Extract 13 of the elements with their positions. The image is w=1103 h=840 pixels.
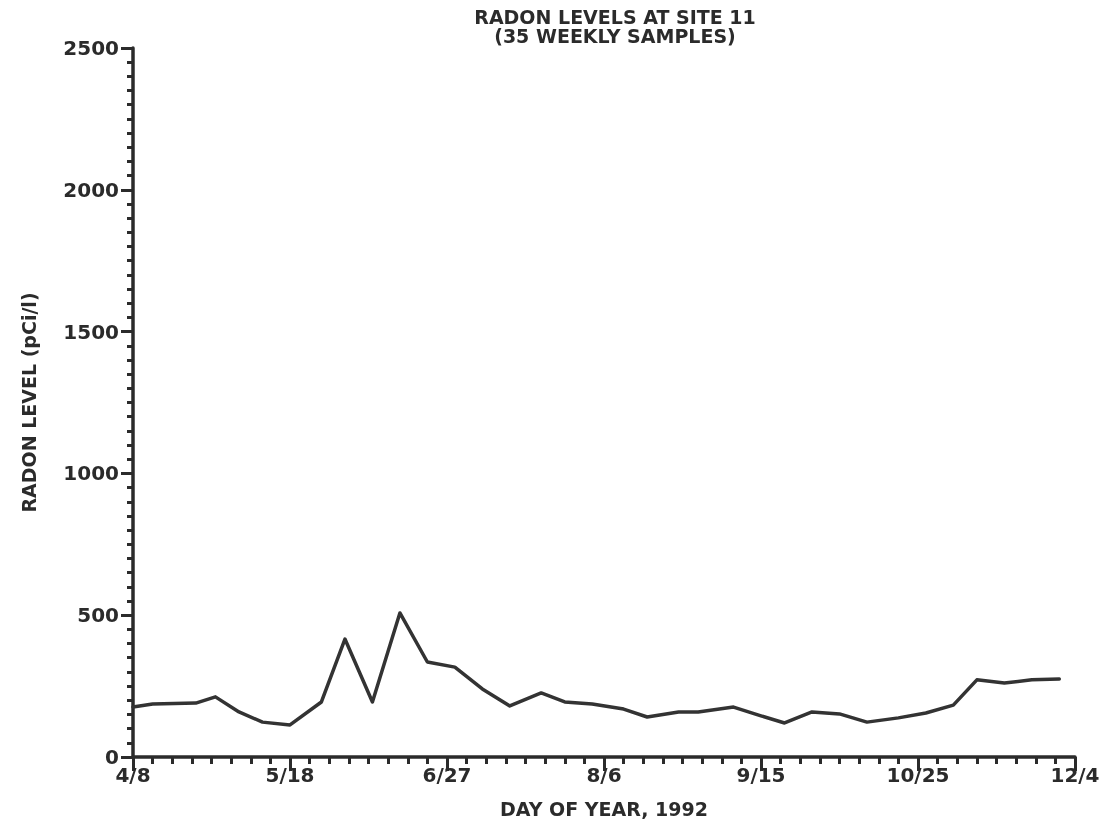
x-tick-label: 12/4 [1050, 763, 1100, 787]
x-tick-label: 9/15 [736, 763, 786, 787]
x-tick-label: 6/27 [422, 763, 472, 787]
x-tick-label: 10/25 [886, 763, 950, 787]
y-tick-label: 500 [77, 603, 119, 628]
y-tick-label: 1500 [63, 319, 119, 344]
y-tick-label: 2500 [63, 36, 119, 60]
x-axis-title: DAY OF YEAR, 1992 [500, 797, 708, 820]
y-tick-label: 1000 [63, 461, 119, 486]
y-tick-label: 2000 [63, 177, 119, 202]
x-tick-label: 5/18 [265, 763, 315, 787]
x-tick-label: 8/6 [586, 763, 622, 787]
y-axis-title: RADON LEVEL (pCi/l) [17, 292, 40, 513]
